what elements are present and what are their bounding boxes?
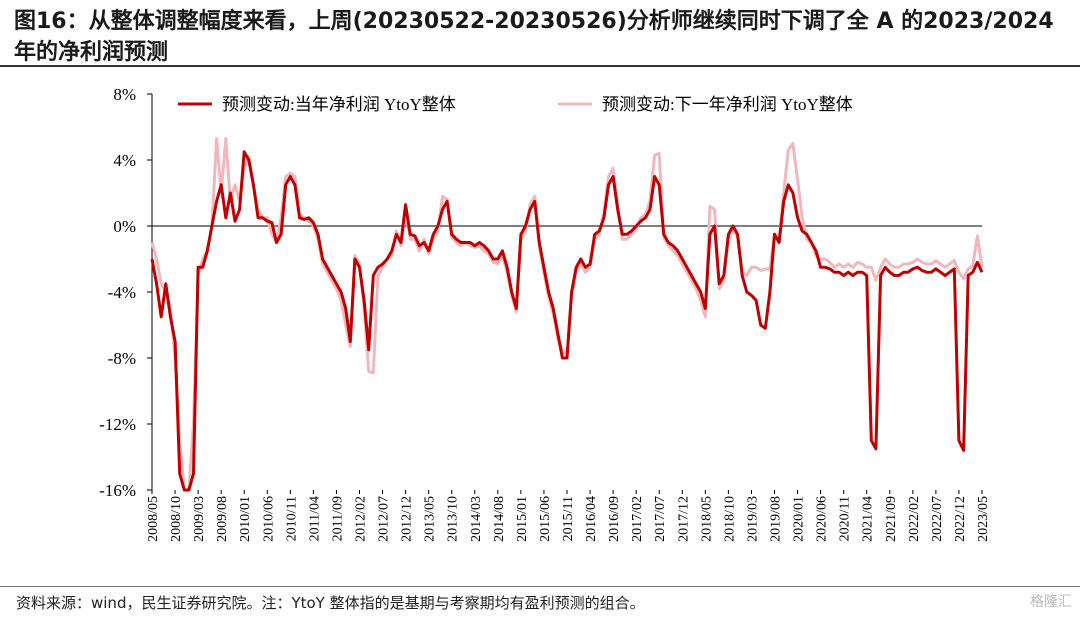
y-tick-label: -8% — [108, 349, 136, 368]
y-tick-label: -16% — [99, 481, 136, 500]
line-chart: 8% 4% 0% -4% -8% -12% -16% 2008/05 2008/10 2009/0… — [99, 85, 991, 542]
x-tick-label: 2013/10 — [446, 496, 461, 542]
legend: 预测变动:当年净利润 YtoY整体 预测变动:下一年净利润 YtoY整体 — [178, 95, 853, 114]
x-tick-label: 2023/05 — [976, 496, 991, 542]
x-tick-label: 2020/11 — [838, 496, 853, 541]
axes-layer: 8% 4% 0% -4% -8% -12% -16% 2008/05 2008/10 2009/0… — [99, 85, 991, 542]
x-tick-label: 2020/01 — [792, 496, 807, 542]
y-tick-label: 0% — [113, 217, 136, 236]
legend-label-1: 预测变动:下一年净利润 YtoY整体 — [602, 95, 853, 114]
x-tick-label: 2011/09 — [330, 496, 345, 541]
x-tick-label: 2008/05 — [146, 496, 161, 542]
x-tick-label: 2010/06 — [261, 496, 276, 542]
x-tick-label: 2017/07 — [653, 496, 668, 542]
source-note: 资料来源：wind，民生证券研究院。注：YtoY 整体指的是基期与考察期均有盈利… — [16, 594, 645, 612]
x-tick-label: 2009/08 — [215, 496, 230, 542]
series-line-0 — [150, 150, 984, 492]
x-tick-label: 2015/06 — [538, 496, 553, 542]
x-tick-label: 2019/03 — [745, 496, 760, 542]
y-tick-label: -12% — [99, 415, 136, 434]
y-tick-label: 4% — [113, 151, 136, 170]
footer-divider — [0, 586, 1080, 587]
watermark: 格隆汇 — [1030, 594, 1072, 610]
series-layer — [150, 137, 984, 492]
x-tick-label: 2022/02 — [907, 496, 922, 542]
x-tick-label: 2011/04 — [307, 496, 322, 541]
series-line-1 — [150, 137, 984, 492]
x-tick-label: 2015/01 — [515, 496, 530, 542]
x-tick-label: 2020/06 — [815, 496, 830, 542]
y-tick-label: 8% — [113, 85, 136, 104]
x-tick-label: 2021/09 — [884, 496, 899, 542]
x-tick-label: 2008/10 — [169, 496, 184, 542]
y-tick-label: -4% — [108, 283, 136, 302]
x-tick-label: 2016/04 — [584, 496, 599, 542]
x-tick-label: 2010/01 — [238, 496, 253, 542]
x-tick-label: 2012/02 — [354, 496, 369, 542]
page-title: 图16：从整体调整幅度来看，上周(20230522-20230526)分析师继续… — [14, 9, 1054, 65]
x-tick-label: 2014/08 — [492, 496, 507, 542]
x-tick-label: 2019/08 — [769, 496, 784, 542]
x-tick-label: 2009/03 — [192, 496, 207, 542]
x-tick-label: 2018/10 — [722, 496, 737, 542]
x-tick-label: 2010/11 — [284, 496, 299, 541]
x-tick-label: 2021/04 — [861, 496, 876, 542]
x-tick-label: 2018/05 — [699, 496, 714, 542]
title-divider — [0, 65, 1080, 67]
x-tick-label: 2014/03 — [469, 496, 484, 542]
x-tick-label: 2015/11 — [561, 496, 576, 541]
x-tick-label: 2012/07 — [377, 496, 392, 542]
x-tick-label: 2012/12 — [400, 496, 415, 542]
x-tick-label: 2013/05 — [423, 496, 438, 542]
x-tick-label: 2022/12 — [953, 496, 968, 542]
x-tick-label: 2016/09 — [607, 496, 622, 542]
legend-label-0: 预测变动:当年净利润 YtoY整体 — [222, 95, 456, 114]
x-tick-label: 2017/02 — [630, 496, 645, 542]
x-tick-label: 2022/07 — [930, 496, 945, 542]
x-tick-label: 2017/12 — [676, 496, 691, 542]
